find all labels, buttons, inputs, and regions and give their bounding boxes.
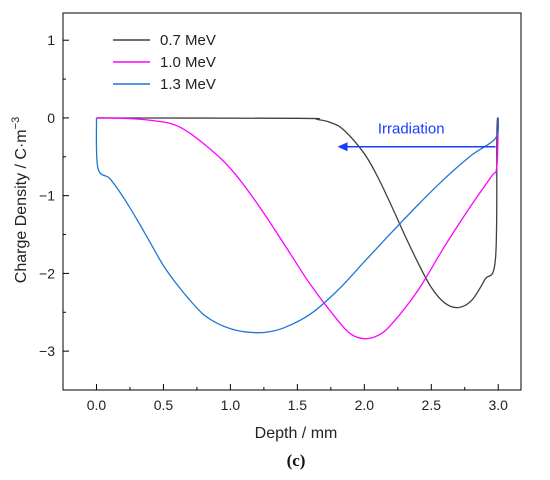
annotation-text: Irradiation [378, 120, 445, 137]
legend: 0.7 MeV 1.0 MeV 1.3 MeV [113, 32, 216, 93]
legend-label-0-7-mev: 0.7 MeV [160, 32, 216, 49]
y-tick-label: −3 [39, 343, 55, 359]
series-line-1-3-mev [95, 117, 500, 334]
x-tick-label: 0.5 [154, 397, 174, 413]
x-tick-label: 1.0 [221, 397, 241, 413]
series-group [95, 117, 500, 340]
y-axis-title-superscript: −3 [10, 117, 22, 130]
x-axis-title: Depth / mm [255, 425, 338, 442]
plot-frame [62, 12, 522, 391]
annotation-arrowhead [337, 142, 348, 152]
y-tick-label: −1 [39, 188, 55, 204]
y-axis-title-main: Charge Density / C·m [13, 129, 30, 283]
x-tick-label: 0.0 [87, 397, 107, 413]
annotation: Irradiation [337, 120, 496, 152]
legend-label-1-3-mev: 1.3 MeV [160, 76, 216, 93]
legend-label-1-0-mev: 1.0 MeV [160, 54, 216, 71]
series-line-1-0-mev [96, 117, 499, 340]
x-tick-label: 3.0 [488, 397, 508, 413]
y-axis-title: Charge Density / C·m−3 [10, 117, 30, 283]
y-tick-label: 0 [47, 110, 55, 126]
panel-label: (c) [287, 451, 306, 470]
x-tick-label: 2.0 [355, 397, 375, 413]
y-tick-label: 1 [47, 32, 55, 48]
x-tick-label: 2.5 [422, 397, 442, 413]
axis-ticks: 0.0 0.5 1.0 1.5 2.0 2.5 3.0 −3 −2 −1 0 1 [39, 32, 508, 413]
plot-area [62, 12, 522, 391]
y-tick-label: −2 [39, 265, 55, 281]
x-tick-label: 1.5 [288, 397, 308, 413]
series-line-0-7-mev [96, 117, 499, 309]
